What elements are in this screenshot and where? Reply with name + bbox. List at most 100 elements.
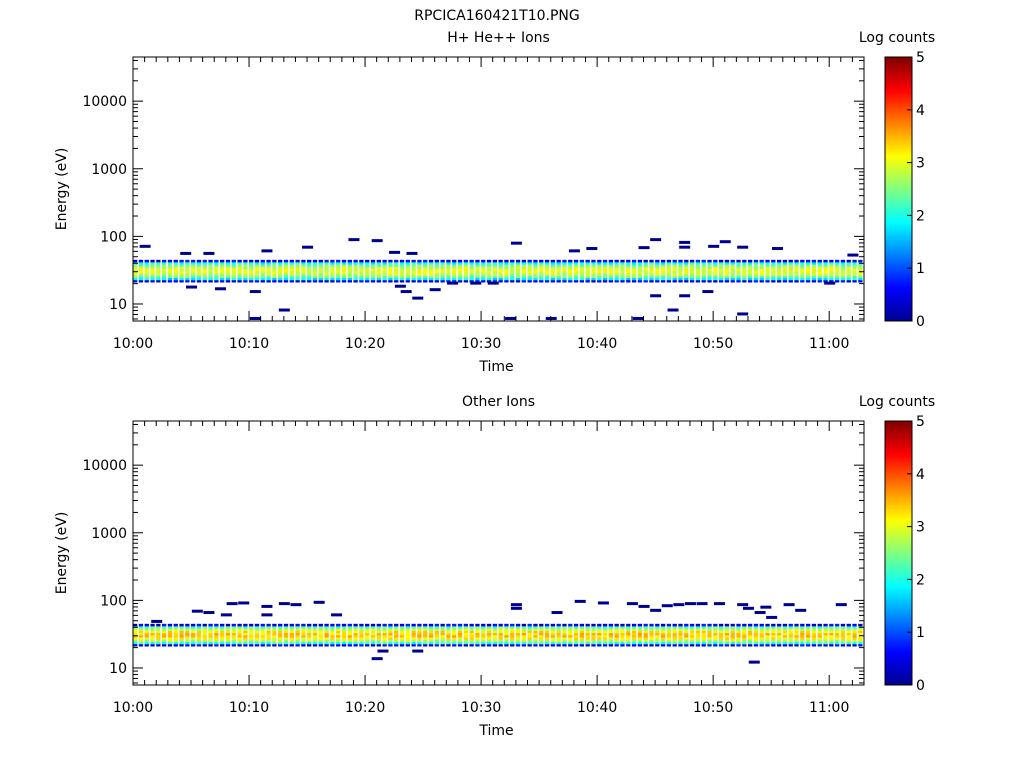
heatmap-cell: [469, 639, 474, 643]
colorbar-segment: [885, 204, 912, 207]
heatmap-cell: [376, 641, 381, 645]
heatmap-cell: [492, 643, 497, 647]
colorbar-segment: [885, 579, 912, 582]
heatmap-cell: [486, 262, 492, 265]
heatmap-cell: [440, 637, 445, 640]
heatmap-cell: [724, 273, 730, 276]
heatmap-cell: [556, 632, 561, 636]
heatmap-cell: [475, 641, 480, 645]
heatmap-cell: [492, 637, 497, 640]
heatmap-cell: [440, 641, 445, 645]
heatmap-cell: [620, 635, 625, 638]
heatmap-cell: [759, 643, 764, 647]
heatmap-cell: [805, 628, 811, 631]
heatmap-cell: [724, 268, 730, 272]
heatmap-cell: [568, 628, 573, 631]
heatmap-cell: [469, 635, 474, 638]
heatmap-cell: [776, 262, 782, 265]
heatmap-cell: [463, 632, 468, 636]
heatmap-cell: [202, 259, 207, 263]
heatmap-cell: [602, 264, 608, 267]
heatmap-cell: [278, 626, 283, 629]
heatmap-cell: [834, 271, 840, 274]
heatmap-cell: [631, 639, 637, 643]
heatmap-cell: [283, 262, 289, 265]
sparse-count: [348, 238, 360, 242]
heatmap-cell: [295, 268, 300, 272]
colorbar-segment: [885, 175, 912, 179]
heatmap-cell: [336, 630, 341, 634]
heatmap-cell: [620, 264, 625, 267]
heatmap-cell: [220, 639, 225, 643]
heatmap-cell: [678, 641, 683, 645]
heatmap-cell: [852, 264, 857, 267]
heatmap-cell: [399, 279, 405, 283]
heatmap-cell: [510, 630, 515, 634]
heatmap-cell: [202, 630, 207, 634]
heatmap-cell: [666, 637, 672, 640]
heatmap-cell: [794, 635, 799, 638]
heatmap-cell: [562, 273, 567, 276]
heatmap-cell: [295, 641, 300, 645]
heatmap-cell: [283, 277, 289, 281]
heatmap-cell: [504, 637, 509, 640]
heatmap-cell: [469, 632, 474, 636]
heatmap-cell: [794, 632, 799, 636]
heatmap-cell: [469, 259, 474, 263]
heatmap-cell: [307, 273, 312, 276]
heatmap-cell: [330, 626, 335, 629]
heatmap-cell: [527, 259, 532, 263]
heatmap-cell: [840, 271, 846, 274]
heatmap-cell: [579, 266, 585, 270]
heatmap-cell: [684, 628, 689, 631]
heatmap-cell: [452, 264, 457, 267]
heatmap-cell: [498, 264, 503, 267]
heatmap-cell: [225, 268, 231, 272]
heatmap-cell: [376, 639, 381, 643]
colorbar-segment: [885, 316, 912, 320]
heatmap-cell: [260, 262, 265, 265]
heatmap-cell: [411, 279, 416, 283]
heatmap-cell: [208, 637, 213, 640]
heatmap-cell: [515, 268, 521, 272]
heatmap-cell: [144, 268, 149, 272]
heatmap-cell: [382, 262, 387, 265]
heatmap-cell: [417, 259, 422, 263]
heatmap-cell: [672, 273, 677, 276]
heatmap-cell: [759, 626, 764, 629]
heatmap-cell: [185, 268, 190, 272]
heatmap-cell: [353, 275, 358, 279]
heatmap-cell: [724, 262, 730, 265]
heatmap-cell: [782, 268, 788, 272]
heatmap-cell: [753, 273, 759, 276]
heatmap-cell: [237, 630, 242, 634]
heatmap-cell: [388, 266, 393, 270]
heatmap-cell: [394, 279, 399, 283]
colorbar-segment: [885, 506, 912, 510]
heatmap-cell: [533, 639, 538, 643]
heatmap-cell: [394, 623, 399, 627]
heatmap-cell: [568, 623, 573, 627]
heatmap-cell: [318, 266, 323, 270]
heatmap-cell: [724, 628, 730, 631]
colorbar-segment: [885, 544, 912, 547]
colorbar-segment: [885, 208, 912, 212]
heatmap-cell: [510, 266, 515, 270]
heatmap-cell: [411, 626, 416, 629]
heatmap-cell: [249, 630, 254, 634]
heatmap-cell: [202, 262, 207, 265]
heatmap-cell: [533, 630, 538, 634]
heatmap-cell: [649, 259, 654, 263]
heatmap-cell: [423, 639, 428, 643]
heatmap-cell: [730, 623, 735, 627]
colorbar-segment: [885, 81, 912, 84]
heatmap-cell: [133, 264, 138, 267]
heatmap-cell: [747, 635, 753, 638]
heatmap-cell: [788, 262, 793, 265]
heatmap-cell: [156, 262, 161, 265]
heatmap-cell: [405, 637, 410, 640]
heatmap-cell: [846, 273, 851, 276]
heatmap-cell: [834, 279, 840, 283]
colorbar-segment: [885, 669, 912, 673]
colorbar-segment: [885, 186, 912, 190]
